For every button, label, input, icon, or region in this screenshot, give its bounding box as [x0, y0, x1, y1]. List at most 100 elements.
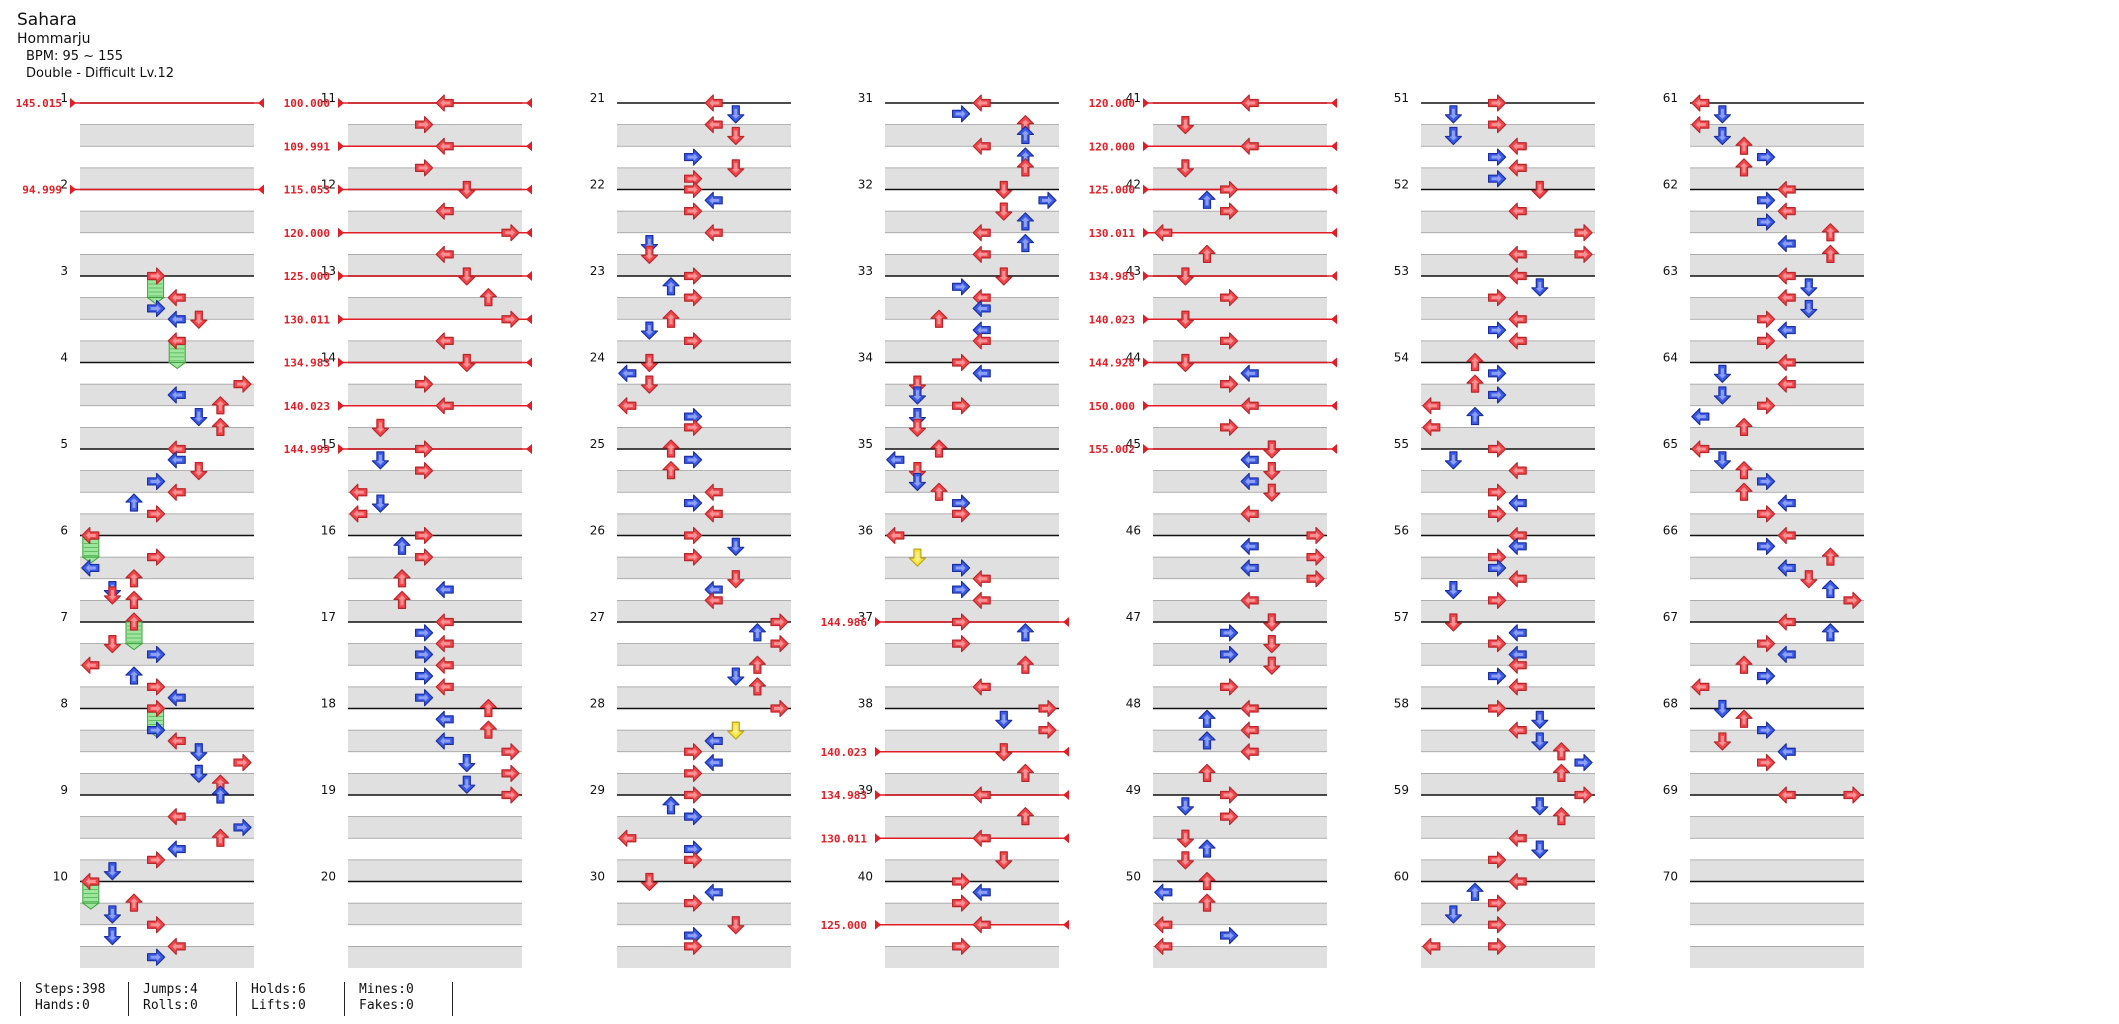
measure-number: 64 — [1663, 351, 1678, 365]
arrow-highlight — [172, 390, 183, 399]
arrow-highlight — [1449, 130, 1458, 141]
arrow-highlight — [687, 769, 698, 778]
arrow-highlight — [150, 553, 161, 562]
blue-down-arrow — [640, 321, 659, 340]
blue-up-arrow — [1016, 623, 1035, 642]
bpm-change: 130.011 — [1089, 227, 1337, 240]
red-right-arrow — [147, 267, 166, 285]
red-down-arrow — [1263, 462, 1281, 481]
arrow-highlight — [1740, 487, 1748, 498]
bpm-change: 134.983 — [821, 789, 1069, 802]
measure-block: 2 — [60, 178, 254, 276]
measure-block: 62 — [1663, 178, 1864, 276]
arrow-highlight — [1760, 477, 1771, 486]
yellow-down-arrow — [908, 548, 927, 567]
red-right-arrow — [1219, 332, 1239, 350]
measure-number: 60 — [1394, 870, 1409, 884]
beat-shade — [885, 211, 1059, 233]
arrow-highlight — [977, 228, 988, 237]
measure-block: 64 — [1663, 351, 1864, 449]
red-down-arrow — [1713, 732, 1732, 751]
arrow-highlight — [1782, 618, 1793, 626]
beat-shade — [348, 643, 522, 666]
arrow-highlight — [709, 228, 720, 237]
red-left-arrow — [1240, 94, 1259, 112]
arrow-highlight — [1782, 239, 1793, 248]
arrow-highlight — [709, 99, 720, 107]
hold-tail — [167, 362, 187, 370]
red-left-arrow — [1422, 418, 1441, 436]
beat-shade — [617, 686, 791, 709]
red-left-arrow — [1508, 462, 1527, 480]
beat-shade — [1153, 557, 1327, 579]
red-right-arrow — [683, 851, 703, 869]
beat-shade — [885, 859, 1059, 882]
arrow-highlight — [1471, 357, 1479, 368]
bpm-value: 134.983 — [284, 357, 330, 370]
red-left-arrow — [1508, 721, 1527, 739]
arrow-highlight — [150, 509, 161, 518]
hold-tail — [146, 297, 166, 305]
red-left-arrow — [886, 526, 905, 545]
beat-shade — [1421, 254, 1595, 276]
red-down-arrow — [103, 635, 122, 654]
arrow-highlight — [977, 336, 988, 345]
measure-block: 67 — [1663, 610, 1864, 709]
beat-shade — [1690, 167, 1864, 190]
beat-shade — [1690, 254, 1864, 276]
blue-up-arrow — [1198, 709, 1216, 728]
red-right-arrow — [1038, 721, 1057, 739]
red-right-arrow — [147, 916, 166, 934]
bpm-change: 125.000 — [284, 270, 532, 283]
measure-block: 16 — [321, 524, 522, 622]
arrow-highlight — [1491, 553, 1502, 562]
bpm-change: 130.011 — [821, 832, 1069, 845]
measure-number: 67 — [1663, 610, 1678, 624]
beat-shade — [348, 384, 522, 406]
measure-block: 40 — [858, 870, 1059, 968]
red-right-arrow — [415, 116, 434, 134]
arrow-highlight — [1782, 272, 1793, 280]
blue-up-arrow — [211, 785, 229, 804]
arrow-highlight — [999, 746, 1008, 757]
arrow-highlight — [709, 596, 720, 605]
red-up-arrow — [1016, 763, 1035, 782]
beat-shade — [1421, 643, 1595, 666]
red-left-arrow — [972, 678, 991, 696]
blue-down-arrow — [458, 753, 476, 773]
bpm-marker-left — [875, 833, 881, 844]
arrow-highlight — [418, 120, 429, 129]
red-left-arrow — [1240, 505, 1259, 523]
beat-shade — [885, 254, 1059, 276]
red-left-arrow — [1691, 440, 1710, 458]
measure-number: 54 — [1394, 351, 1409, 365]
measure-number: 53 — [1394, 264, 1409, 278]
red-right-arrow — [147, 851, 166, 869]
bpm-change: 120.000 — [284, 227, 532, 240]
bpm-change: 144.999 — [284, 443, 532, 456]
red-right-arrow — [683, 202, 703, 220]
arrow-highlight — [1782, 358, 1793, 367]
beat-shade — [885, 124, 1059, 147]
beat-shade — [617, 600, 791, 622]
red-right-arrow — [233, 375, 252, 393]
bpm-marker-right — [526, 314, 532, 325]
blue-left-arrow — [167, 386, 186, 404]
beat-shade — [1690, 773, 1864, 795]
arrow-highlight — [1491, 390, 1502, 399]
red-down-arrow — [458, 353, 476, 373]
red-left-arrow — [618, 829, 637, 847]
bpm-marker-right — [526, 357, 532, 368]
blue-left-arrow — [1777, 559, 1796, 577]
arrow-highlight — [687, 531, 698, 540]
red-right-arrow — [1487, 94, 1507, 112]
measure-number: 23 — [590, 264, 605, 278]
red-down-arrow — [640, 245, 659, 264]
beat-shade — [617, 167, 791, 190]
red-down-arrow — [1176, 353, 1195, 373]
red-down-arrow — [190, 310, 208, 329]
red-up-arrow — [125, 893, 143, 912]
arrow-highlight — [999, 271, 1008, 281]
arrow-highlight — [977, 326, 988, 335]
red-up-arrow — [1735, 461, 1753, 480]
